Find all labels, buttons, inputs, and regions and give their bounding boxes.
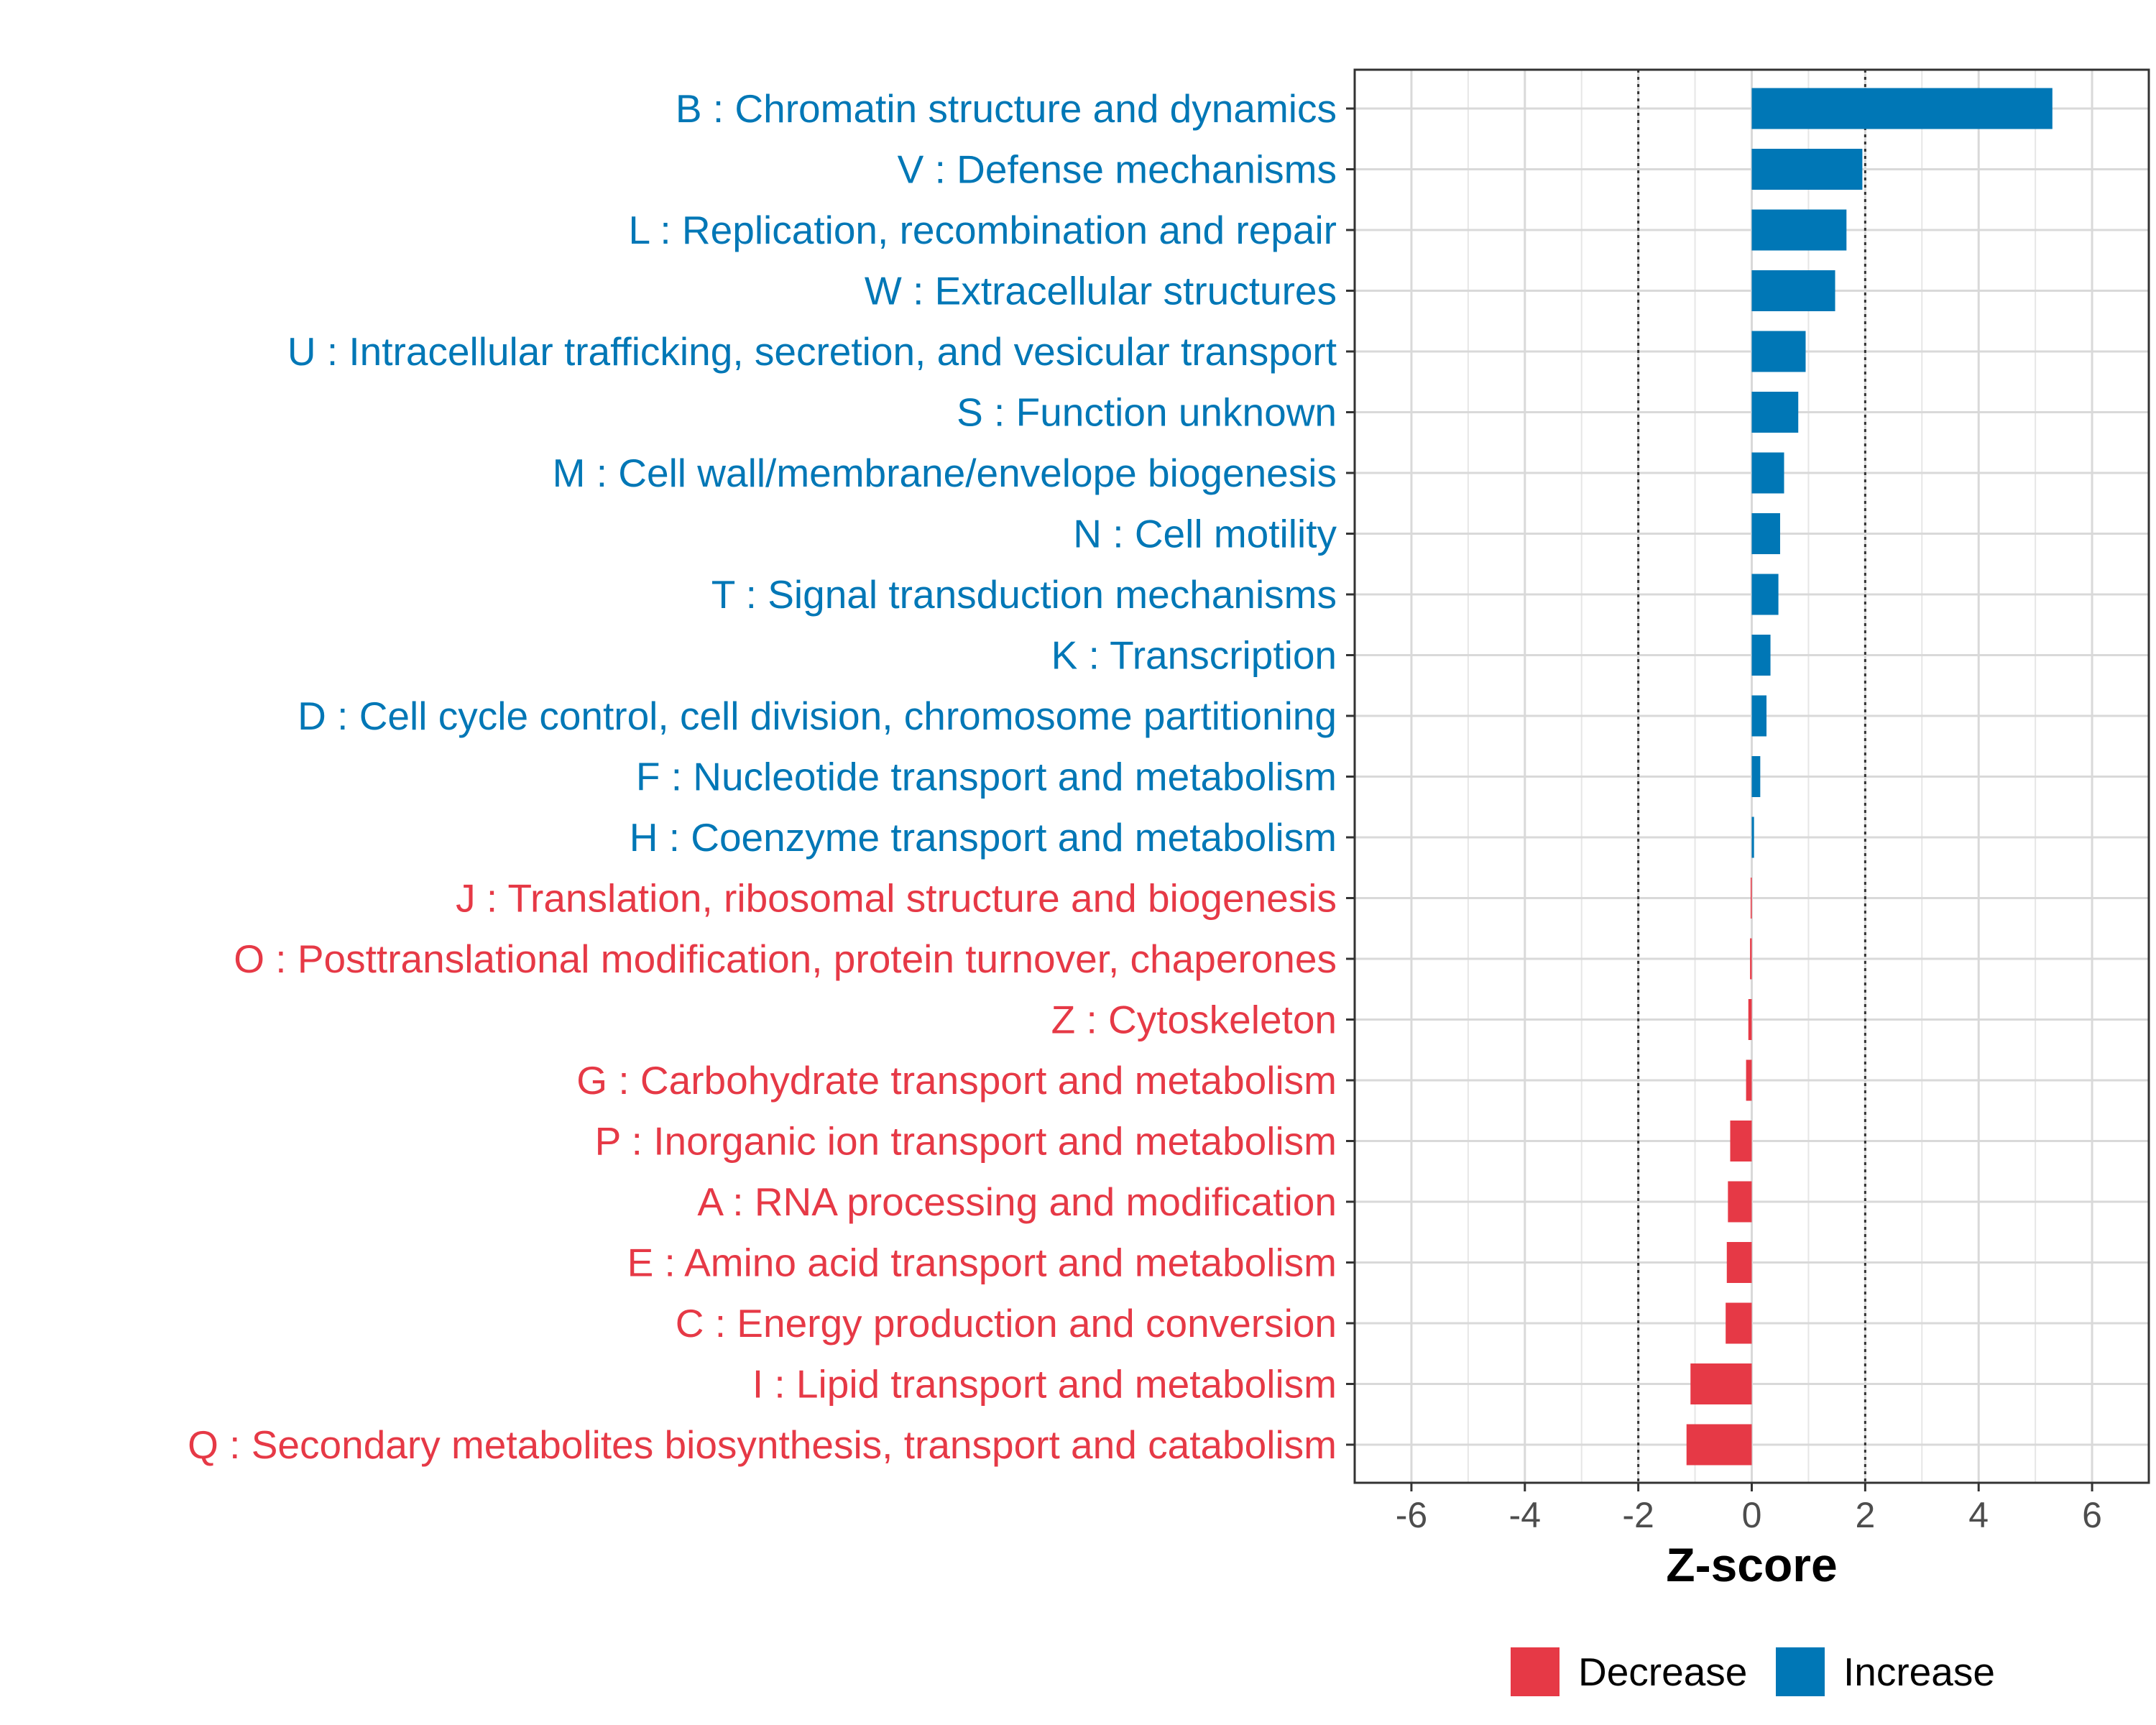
- category-label: M : Cell wall/membrane/envelope biogenes…: [553, 451, 1337, 495]
- bar: [1751, 452, 1784, 494]
- category-label: L : Replication, recombination and repai…: [629, 208, 1337, 252]
- legend-label-decrease: Decrease: [1578, 1650, 1747, 1694]
- bar: [1728, 1181, 1752, 1223]
- bar: [1751, 88, 2053, 129]
- category-label: O : Posttranslational modification, prot…: [234, 937, 1337, 981]
- x-tick-label: -6: [1396, 1495, 1427, 1535]
- bar: [1751, 756, 1761, 797]
- bar: [1751, 392, 1799, 433]
- bar: [1726, 1242, 1752, 1283]
- category-label: C : Energy production and conversion: [676, 1301, 1337, 1346]
- bar: [1726, 1302, 1752, 1344]
- bar: [1748, 999, 1752, 1040]
- category-label: W : Extracellular structures: [865, 269, 1337, 313]
- bar: [1730, 1121, 1752, 1162]
- category-labels: B : Chromatin structure and dynamics V : …: [188, 86, 1337, 1467]
- legend: Decrease Increase: [1511, 1647, 1995, 1696]
- category-label: T : Signal transduction mechanisms: [711, 572, 1337, 617]
- category-label: D : Cell cycle control, cell division, c…: [298, 694, 1337, 738]
- bar: [1690, 1363, 1752, 1404]
- axis-ticks: -6 -4 -2 0 2 4 6: [1346, 107, 2102, 1535]
- x-tick-label: -2: [1622, 1495, 1654, 1535]
- bars: [1686, 88, 2053, 1466]
- category-label: B : Chromatin structure and dynamics: [676, 86, 1337, 131]
- x-axis-title: Z-score: [1666, 1538, 1837, 1591]
- category-label: S : Function unknown: [957, 390, 1337, 435]
- x-tick-label: -4: [1509, 1495, 1541, 1535]
- x-tick-label: 2: [1855, 1495, 1875, 1535]
- bar: [1751, 574, 1779, 615]
- category-label: Q : Secondary metabolites biosynthesis, …: [188, 1422, 1337, 1467]
- category-label: F : Nucleotide transport and metabolism: [636, 755, 1337, 799]
- reference-lines: [1637, 70, 1866, 1483]
- bar: [1751, 635, 1771, 676]
- category-label: I : Lipid transport and metabolism: [752, 1362, 1337, 1407]
- category-label: V : Defense mechanisms: [898, 147, 1337, 192]
- x-tick-label: 6: [2082, 1495, 2102, 1535]
- bar: [1686, 1424, 1752, 1466]
- category-label: N : Cell motility: [1073, 512, 1337, 556]
- bar: [1746, 1059, 1752, 1101]
- category-label: G : Carbohydrate transport and metabolis…: [576, 1058, 1337, 1103]
- category-label: E : Amino acid transport and metabolism: [627, 1241, 1337, 1285]
- category-label: J : Translation, ribosomal structure and…: [456, 876, 1337, 921]
- bar: [1751, 331, 1806, 372]
- legend-key-decrease: [1511, 1647, 1560, 1696]
- category-label: P : Inorganic ion transport and metaboli…: [595, 1119, 1337, 1164]
- category-label: K : Transcription: [1051, 633, 1337, 678]
- bar: [1750, 938, 1752, 980]
- bar: [1751, 816, 1754, 858]
- bar: [1751, 149, 1863, 190]
- category-label: U : Intracellular trafficking, secretion…: [287, 329, 1337, 374]
- category-label: Z : Cytoskeleton: [1051, 998, 1337, 1042]
- bar: [1750, 878, 1752, 919]
- x-tick-label: 4: [1968, 1495, 1989, 1535]
- bar: [1751, 695, 1767, 737]
- x-tick-label: 0: [1742, 1495, 1762, 1535]
- legend-label-increase: Increase: [1843, 1650, 1995, 1694]
- category-label: A : RNA processing and modification: [697, 1179, 1337, 1224]
- bar: [1751, 209, 1847, 251]
- legend-key-increase: [1776, 1647, 1825, 1696]
- bar: [1751, 513, 1780, 554]
- bar: [1751, 270, 1835, 311]
- category-label: H : Coenzyme transport and metabolism: [630, 815, 1337, 860]
